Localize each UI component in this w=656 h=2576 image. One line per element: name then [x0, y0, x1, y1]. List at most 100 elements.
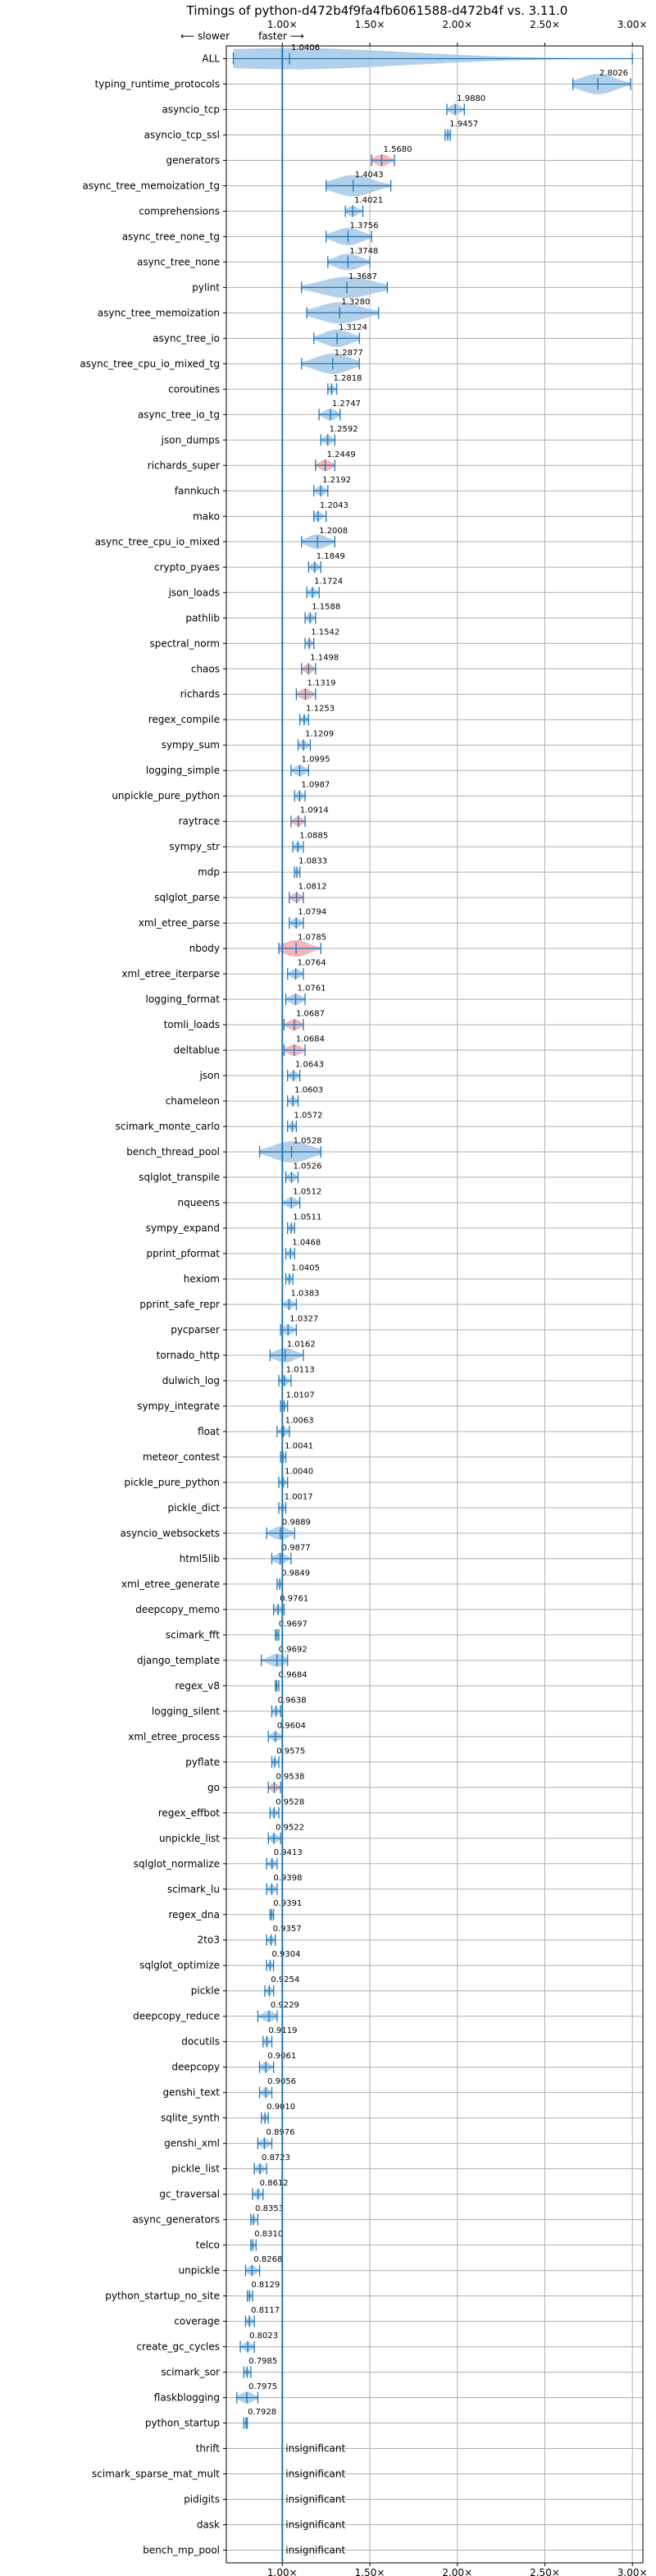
benchmark-label: sqlite_synth [161, 2112, 220, 2124]
benchmark-label: unpickle [179, 2265, 220, 2277]
violins [232, 48, 633, 2429]
benchmark-label: pickle_pure_python [125, 1477, 220, 1488]
insignificant-note: insignificant [285, 2494, 345, 2505]
benchmark-label: unpickle_pure_python [112, 790, 220, 802]
value-label: 0.9398 [273, 1874, 302, 1883]
benchmark-label: logging_simple [146, 765, 220, 776]
value-label: 1.0526 [294, 1162, 322, 1172]
value-label: 0.8310 [254, 2230, 283, 2239]
value-label: 1.0995 [302, 756, 330, 765]
value-label: 1.0511 [293, 1213, 321, 1222]
benchmark-label: tomli_loads [164, 1019, 220, 1030]
benchmark-label: genshi_text [163, 2087, 221, 2099]
value-label: 1.1724 [314, 578, 343, 587]
benchmark-label: dask [197, 2519, 220, 2531]
value-label: 1.9457 [449, 120, 478, 129]
benchmark-label: flaskblogging [154, 2392, 220, 2404]
value-label: 1.0603 [294, 1086, 323, 1095]
benchmark-label: bench_mp_pool [143, 2545, 220, 2556]
insignificant-note: insignificant [285, 2545, 345, 2556]
x-tick-label-bottom: 2.50× [530, 2567, 560, 2576]
benchmark-label: asyncio_websockets [121, 1528, 220, 1539]
value-label: 1.0833 [298, 857, 327, 866]
value-label: 0.9010 [266, 2103, 295, 2112]
value-label: 0.9254 [271, 1975, 299, 1985]
insignificant-note: insignificant [285, 2443, 345, 2455]
benchmark-label: pylint [192, 281, 220, 293]
benchmark-label: sympy_str [169, 841, 220, 852]
benchmark-label: pycparser [171, 1324, 220, 1336]
value-label: 1.3756 [349, 222, 378, 231]
value-label: 0.9697 [279, 1619, 308, 1628]
value-label: 0.8353 [255, 2204, 284, 2213]
value-label: 0.8117 [251, 2306, 280, 2315]
benchmark-label: pathlib [185, 612, 220, 623]
value-label: 1.1498 [310, 654, 339, 663]
insignificant-note: insignificant [285, 2519, 345, 2531]
benchmark-label: async_tree_none_tg [122, 231, 220, 242]
value-label: 1.0041 [285, 1441, 313, 1450]
benchmark-label: pprint_pformat [147, 1248, 221, 1259]
value-label: 1.0468 [292, 1238, 321, 1247]
value-label: 0.9413 [274, 1848, 303, 1857]
benchmark-label: async_tree_memoization [98, 307, 220, 318]
value-label: 1.0107 [286, 1391, 315, 1400]
value-label: 0.9229 [271, 2001, 299, 2010]
value-labels: 1.0406 2.8026 1.9880 1.9457 1.5680 1.4043 1.40… [248, 43, 628, 2556]
benchmark-label: float [198, 1426, 220, 1437]
plot-frame [226, 45, 644, 2564]
value-label: 1.0885 [299, 832, 328, 841]
value-label: 2.8026 [599, 69, 628, 78]
benchmark-label: sqlglot_parse [154, 892, 220, 903]
benchmark-label: asyncio_tcp_ssl [144, 129, 220, 140]
benchmark-label: deepcopy [171, 2062, 220, 2073]
benchmark-label: raytrace [179, 815, 220, 827]
benchmark-label: sympy_integrate [137, 1400, 220, 1412]
value-label: 1.0113 [286, 1365, 315, 1374]
benchmark-label: scimark_monte_carlo [116, 1121, 220, 1132]
benchmark-label: richards [180, 688, 220, 700]
benchmark-label: pprint_safe_repr [139, 1299, 220, 1310]
value-label: 1.0040 [285, 1467, 313, 1476]
benchmark-label: sympy_sum [162, 739, 220, 751]
value-label: 1.5680 [384, 145, 412, 154]
value-label: 1.2818 [333, 374, 362, 383]
value-label: 1.0687 [296, 1010, 325, 1019]
benchmark-label: regex_compile [148, 714, 220, 725]
value-label: 1.1209 [305, 730, 334, 739]
benchmark-label: telco [196, 2240, 220, 2251]
value-label: 0.7985 [248, 2357, 277, 2366]
slower-direction-label: ⟵ slower [180, 30, 230, 42]
value-label: 0.8268 [253, 2255, 282, 2264]
benchmark-label: async_tree_cpu_io_mixed_tg [80, 358, 220, 369]
value-label: 1.0063 [285, 1416, 314, 1425]
benchmark-label: tornado_http [157, 1350, 220, 1361]
benchmark-label: asyncio_tcp [162, 103, 220, 115]
benchmark-label: meteor_contest [143, 1451, 220, 1463]
value-label: 0.9304 [271, 1950, 300, 1959]
benchmark-label: coverage [174, 2316, 220, 2327]
benchmark-label: pyflate [185, 1756, 220, 1768]
benchmark-label: deepcopy_memo [135, 1604, 220, 1615]
value-label: 0.8723 [262, 2154, 290, 2163]
value-label: 1.9880 [457, 94, 485, 103]
value-label: 0.9889 [282, 1518, 311, 1527]
benchmark-label: genshi_xml [164, 2138, 220, 2149]
benchmark-label: xml_etree_iterparse [121, 968, 220, 980]
value-label: 0.9522 [276, 1823, 304, 1832]
x-tick-label-bottom: 1.00× [267, 2567, 298, 2576]
benchmark-label: ALL [202, 53, 220, 64]
benchmark-label: create_gc_cycles [136, 2341, 220, 2353]
value-label: 1.2449 [327, 450, 356, 459]
benchmark-label: regex_dna [168, 1909, 220, 1921]
x-tick-label-top: 2.50× [530, 19, 560, 30]
value-label: 0.9528 [276, 1797, 304, 1806]
benchmark-label: json_loads [168, 587, 220, 598]
benchmark-label: python_startup_no_site [105, 2291, 220, 2302]
value-label: 1.4021 [354, 196, 383, 205]
x-tick-label-top: 1.50× [355, 19, 385, 30]
benchmark-label: crypto_pyaes [154, 561, 220, 573]
benchmark-label: dulwich_log [162, 1375, 220, 1386]
